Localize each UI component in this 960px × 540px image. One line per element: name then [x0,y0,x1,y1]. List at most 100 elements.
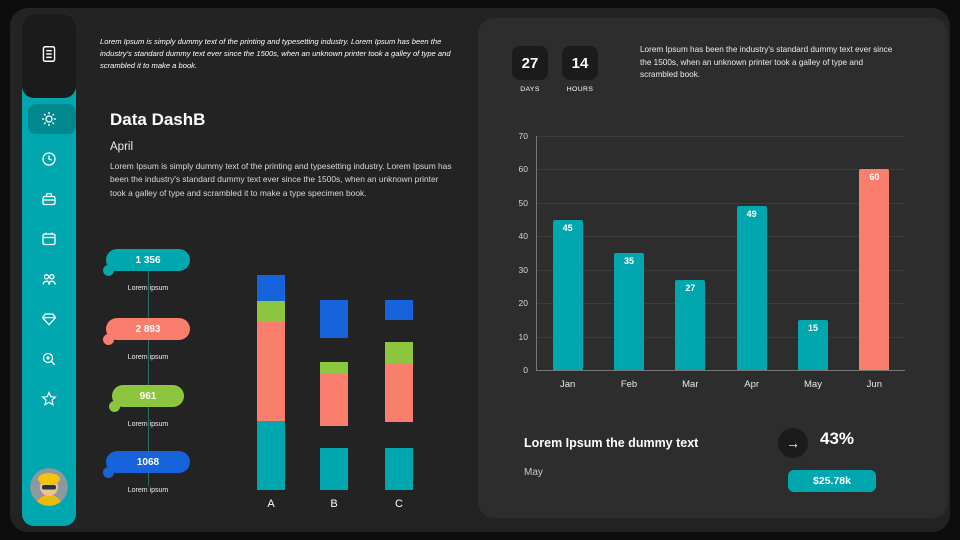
bar: 60 [859,169,890,370]
y-tick: 0 [523,365,528,375]
logo-box [22,14,76,98]
countdown-days-label: DAYS [520,86,540,93]
timeline-line [148,258,149,486]
y-tick: 50 [518,197,528,208]
bar-mar: 27 Mar [675,136,706,390]
timeline-value-pill: 1068 [103,451,190,478]
bar-may: 15 May [798,136,828,390]
y-tick: 10 [518,331,528,342]
price-badge: $25.78k [788,470,876,492]
timeline-item-label: Lorem ipsum [127,487,169,494]
user-photo-icon [30,468,68,506]
bar: 27 [675,279,706,370]
y-tick: 20 [518,298,528,309]
stacked-bar-a: A [257,275,285,510]
toolbox-icon [42,192,56,206]
bar: 49 [736,206,767,370]
footer-subtitle: May [524,467,543,478]
countdown-hours-box: 14 [562,46,598,80]
right-panel: 27 DAYS 14 HOURS Lorem Ipsum has been th… [478,18,948,518]
bar-value-label: 60 [869,172,880,183]
bar-feb: 35 Feb [614,136,644,390]
timeline-value-pill: 961 [109,385,184,412]
bar-value-label: 45 [562,222,573,233]
y-tick: 70 [518,131,528,141]
y-tick: 30 [518,264,528,275]
bar-value-label: 15 [807,322,818,333]
timeline-value-pill: 1 356 [103,249,190,276]
gridline [537,169,905,171]
segment-green [320,362,348,374]
segment-green [385,342,413,364]
sidebar-item-zoom[interactable] [40,350,58,368]
percent-value: 43% [820,429,855,448]
page-subtitle: April [110,141,134,153]
page-title: Data DashB [110,110,206,129]
clock-icon [42,152,56,166]
bar-jun: 60 Jun [859,136,890,390]
sidebar-item-star[interactable] [40,390,58,408]
bar-apr: 49 Apr [736,136,767,390]
page-description: Lorem Ipsum is simply dummy text of the … [110,161,452,198]
bar-value-label: 35 [623,256,634,266]
people-icon [42,274,56,285]
x-tick: Feb [620,379,638,390]
bar-value-label: 49 [746,209,757,220]
countdown-days-box: 27 [512,46,548,80]
bar: 45 [552,219,583,370]
panel-description: Lorem Ipsum has been the industry's stan… [640,45,893,80]
sidebar-item-calendar[interactable] [40,230,58,248]
segment-teal [257,421,285,490]
stacked-chart: A B C [257,275,427,510]
segment-salmon [385,364,413,422]
segment-green [257,301,285,322]
segment-teal [385,448,413,490]
sidebar-item-gear[interactable] [40,110,58,128]
gear-icon [42,112,56,126]
gridline [537,269,905,271]
timeline-item-label: Lorem ipsum [127,285,169,292]
segment-gap [385,320,413,342]
timeline-item-label: Lorem ipsum [127,421,169,428]
x-tick: Mar [682,379,699,390]
sidebar-item-toolbox[interactable] [40,190,58,208]
segment-gap [385,422,413,448]
monthly-chart-plot: 0 10 20 30 40 50 60 70 45 Jan 35 Feb 27 Mar 49 Apr 15 May… [519,131,905,390]
x-tick: May [804,379,822,390]
segment-salmon [320,374,348,426]
star-icon [41,390,57,406]
intro-text: Lorem Ipsum is simply dummy text of the … [100,37,451,71]
y-tick: 40 [518,231,528,242]
sidebar-item-clock[interactable] [40,150,58,168]
sidebar [22,14,76,526]
segment-teal [320,448,348,490]
sidebar-item-people[interactable] [40,270,58,288]
y-tick: 60 [518,164,528,175]
segment-blue [385,300,413,320]
gridline [537,303,905,305]
countdown-hours-label: HOURS [566,86,594,93]
x-tick: Jun [866,379,882,390]
gridline [537,136,905,137]
stack-category-label: A [267,498,275,510]
sidebar-item-diamond[interactable] [40,310,58,328]
bar: 35 [614,253,644,370]
segment-blue [320,300,348,338]
avatar[interactable] [30,468,68,506]
document-icon [39,44,59,69]
segment-blue [257,275,285,301]
arrow-right-icon: → [786,435,800,451]
bar: 15 [798,319,828,370]
gridline [537,236,905,238]
stack-category-label: B [330,498,338,510]
diamond-icon [41,313,57,326]
segment-gap [320,338,348,362]
arrow-button[interactable]: → [778,428,808,458]
segment-salmon [257,322,285,421]
gridline [537,336,905,338]
stacked-bar-c: C [385,300,413,510]
stack-category-label: C [395,498,403,510]
gridline [537,202,905,204]
bar-value-label: 27 [685,282,696,293]
